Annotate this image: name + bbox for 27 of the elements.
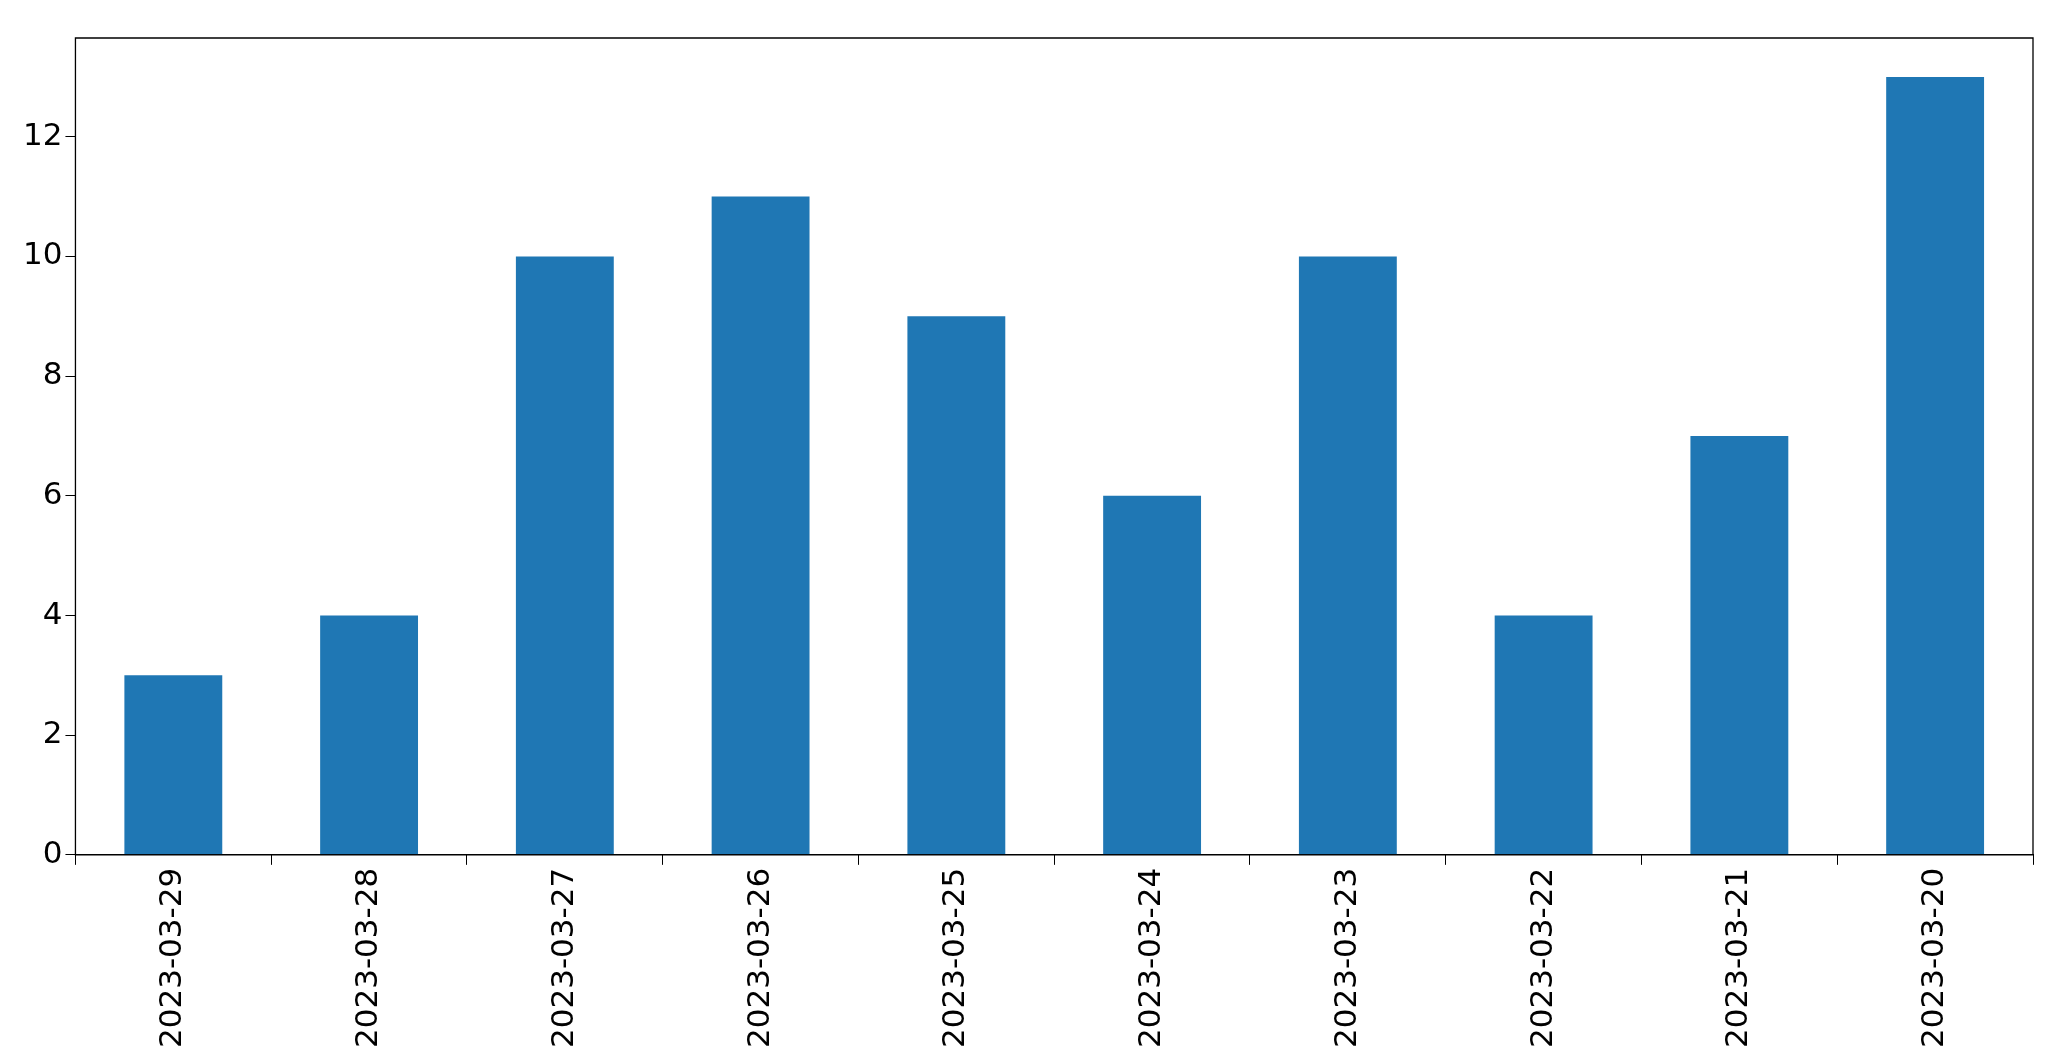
x-tick-label: 2023-03-21 — [1718, 867, 1755, 1049]
bar — [1298, 256, 1397, 855]
x-tick-label: 2023-03-25 — [935, 867, 972, 1049]
bar — [515, 256, 614, 855]
x-tick-label: 2023-03-28 — [348, 867, 385, 1049]
bar — [711, 196, 810, 855]
x-tick-label: 2023-03-23 — [1326, 867, 1363, 1049]
bar — [907, 316, 1006, 855]
y-tick-label: 8 — [42, 355, 63, 392]
x-tick-label: 2023-03-26 — [739, 867, 776, 1049]
bar — [1886, 76, 1985, 855]
bar — [320, 615, 419, 855]
y-tick-label: 2 — [42, 714, 63, 751]
x-tick-label: 2023-03-22 — [1522, 867, 1559, 1049]
y-tick-label: 10 — [22, 235, 63, 272]
bar — [1690, 435, 1789, 855]
x-tick-label: 2023-03-20 — [1914, 867, 1951, 1049]
y-tick-label: 4 — [42, 594, 63, 631]
y-tick-label: 6 — [42, 474, 63, 511]
x-tick-label: 2023-03-27 — [543, 867, 580, 1049]
x-tick-label: 2023-03-24 — [1131, 867, 1168, 1049]
y-tick-label: 0 — [42, 833, 63, 870]
y-tick-label: 12 — [22, 115, 63, 152]
bar — [124, 675, 223, 855]
bar — [1103, 495, 1202, 855]
x-tick-label: 2023-03-29 — [152, 867, 189, 1049]
bar — [1494, 615, 1593, 855]
